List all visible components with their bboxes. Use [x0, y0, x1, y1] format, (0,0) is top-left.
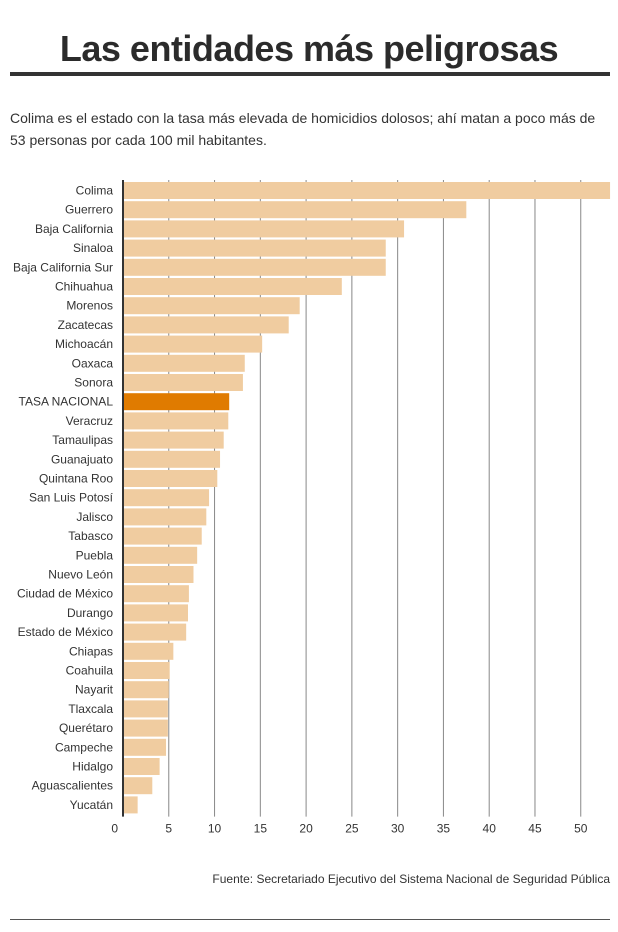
bottom-divider	[10, 919, 610, 920]
category-label: Guanajuato	[51, 452, 113, 466]
x-tick-label-25: 25	[345, 822, 359, 836]
category-label: Michoacán	[55, 337, 113, 351]
category-label: Tlaxcala	[68, 702, 113, 716]
bar	[123, 489, 210, 507]
category-label: Durango	[67, 606, 113, 620]
bar	[123, 623, 187, 641]
bar-chart: Colima Guerrero Baja California Sinaloa Baja…	[13, 180, 611, 836]
category-label: Zacatecas	[58, 318, 113, 332]
category-label: Campeche	[55, 740, 113, 754]
bar	[123, 278, 342, 295]
bar	[123, 374, 243, 391]
bar	[123, 431, 224, 449]
bar	[123, 662, 170, 679]
bar	[123, 796, 138, 814]
x-tick-label-30: 30	[391, 822, 405, 836]
x-tick-label-15: 15	[254, 822, 268, 836]
bar	[123, 354, 245, 372]
bar	[123, 412, 229, 430]
bar-highlight	[123, 393, 230, 411]
category-label: Nuevo León	[48, 568, 113, 582]
bar	[123, 239, 386, 257]
bar	[123, 642, 174, 660]
x-tick-label-40: 40	[483, 822, 497, 836]
bar	[123, 738, 167, 756]
x-tick-label-35: 35	[437, 822, 451, 836]
category-label: Querétaro	[59, 721, 113, 735]
bar	[123, 201, 467, 219]
bar	[123, 700, 168, 718]
bar	[123, 719, 168, 737]
bar	[123, 297, 300, 315]
bar	[123, 546, 198, 564]
x-tick-label-50: 50	[574, 822, 588, 836]
chart-subtitle: Colima es el estado con la tasa más elev…	[10, 110, 596, 148]
bar	[123, 182, 611, 199]
x-tick-label-45: 45	[528, 822, 542, 836]
bar	[123, 585, 189, 603]
bar	[123, 508, 207, 526]
bar	[123, 527, 202, 545]
category-label: Tabasco	[68, 529, 113, 543]
category-label: Sinaloa	[73, 241, 113, 255]
category-label: San Luis Potosí	[29, 491, 114, 505]
bar	[123, 335, 263, 353]
bars	[123, 182, 611, 814]
category-label: Oaxaca	[72, 356, 114, 370]
category-label: Aguascalientes	[32, 779, 113, 793]
category-label: Yucatán	[70, 798, 113, 812]
x-tick-label-10: 10	[208, 822, 222, 836]
category-label: Sonora	[74, 376, 113, 390]
chart-title: Las entidades más peligrosas	[59, 28, 559, 69]
bar	[123, 758, 160, 775]
category-label: Chiapas	[69, 644, 113, 658]
category-label: Ciudad de México	[17, 587, 113, 601]
bar	[123, 681, 169, 699]
bar	[123, 566, 194, 583]
bar	[123, 316, 289, 334]
category-label: Hidalgo	[72, 760, 113, 774]
category-label: Nayarit	[75, 683, 114, 697]
category-labels: Colima Guerrero Baja California Sinaloa Baja…	[13, 184, 114, 812]
x-tick-labels: 0 5 10 15 20 25 30 35 40 45 50	[111, 822, 587, 836]
category-label: Baja California Sur	[13, 260, 113, 274]
category-label: Puebla	[76, 548, 114, 562]
bar	[123, 777, 153, 795]
source-note: Fuente: Secretariado Ejecutivo del Siste…	[212, 872, 610, 886]
bar	[123, 470, 218, 487]
bar	[123, 450, 221, 468]
x-tick-label-0: 0	[111, 822, 118, 836]
category-label: Colima	[76, 184, 114, 198]
category-label: Quintana Roo	[39, 472, 113, 486]
x-tick-label-20: 20	[299, 822, 313, 836]
bar	[123, 220, 405, 238]
category-label: Estado de México	[18, 625, 114, 639]
category-label: Chihuahua	[55, 280, 113, 294]
bar	[123, 258, 386, 276]
x-tick-label-5: 5	[165, 822, 172, 836]
category-label: Jalisco	[76, 510, 113, 524]
bar	[123, 604, 189, 622]
category-label: Veracruz	[66, 414, 113, 428]
category-label: Morenos	[66, 299, 113, 313]
title-divider	[10, 72, 610, 76]
category-label: TASA NACIONAL	[19, 395, 114, 409]
category-label: Guerrero	[65, 203, 113, 217]
category-label: Baja California	[35, 222, 113, 236]
category-label: Coahuila	[66, 664, 114, 678]
category-label: Tamaulipas	[52, 433, 113, 447]
